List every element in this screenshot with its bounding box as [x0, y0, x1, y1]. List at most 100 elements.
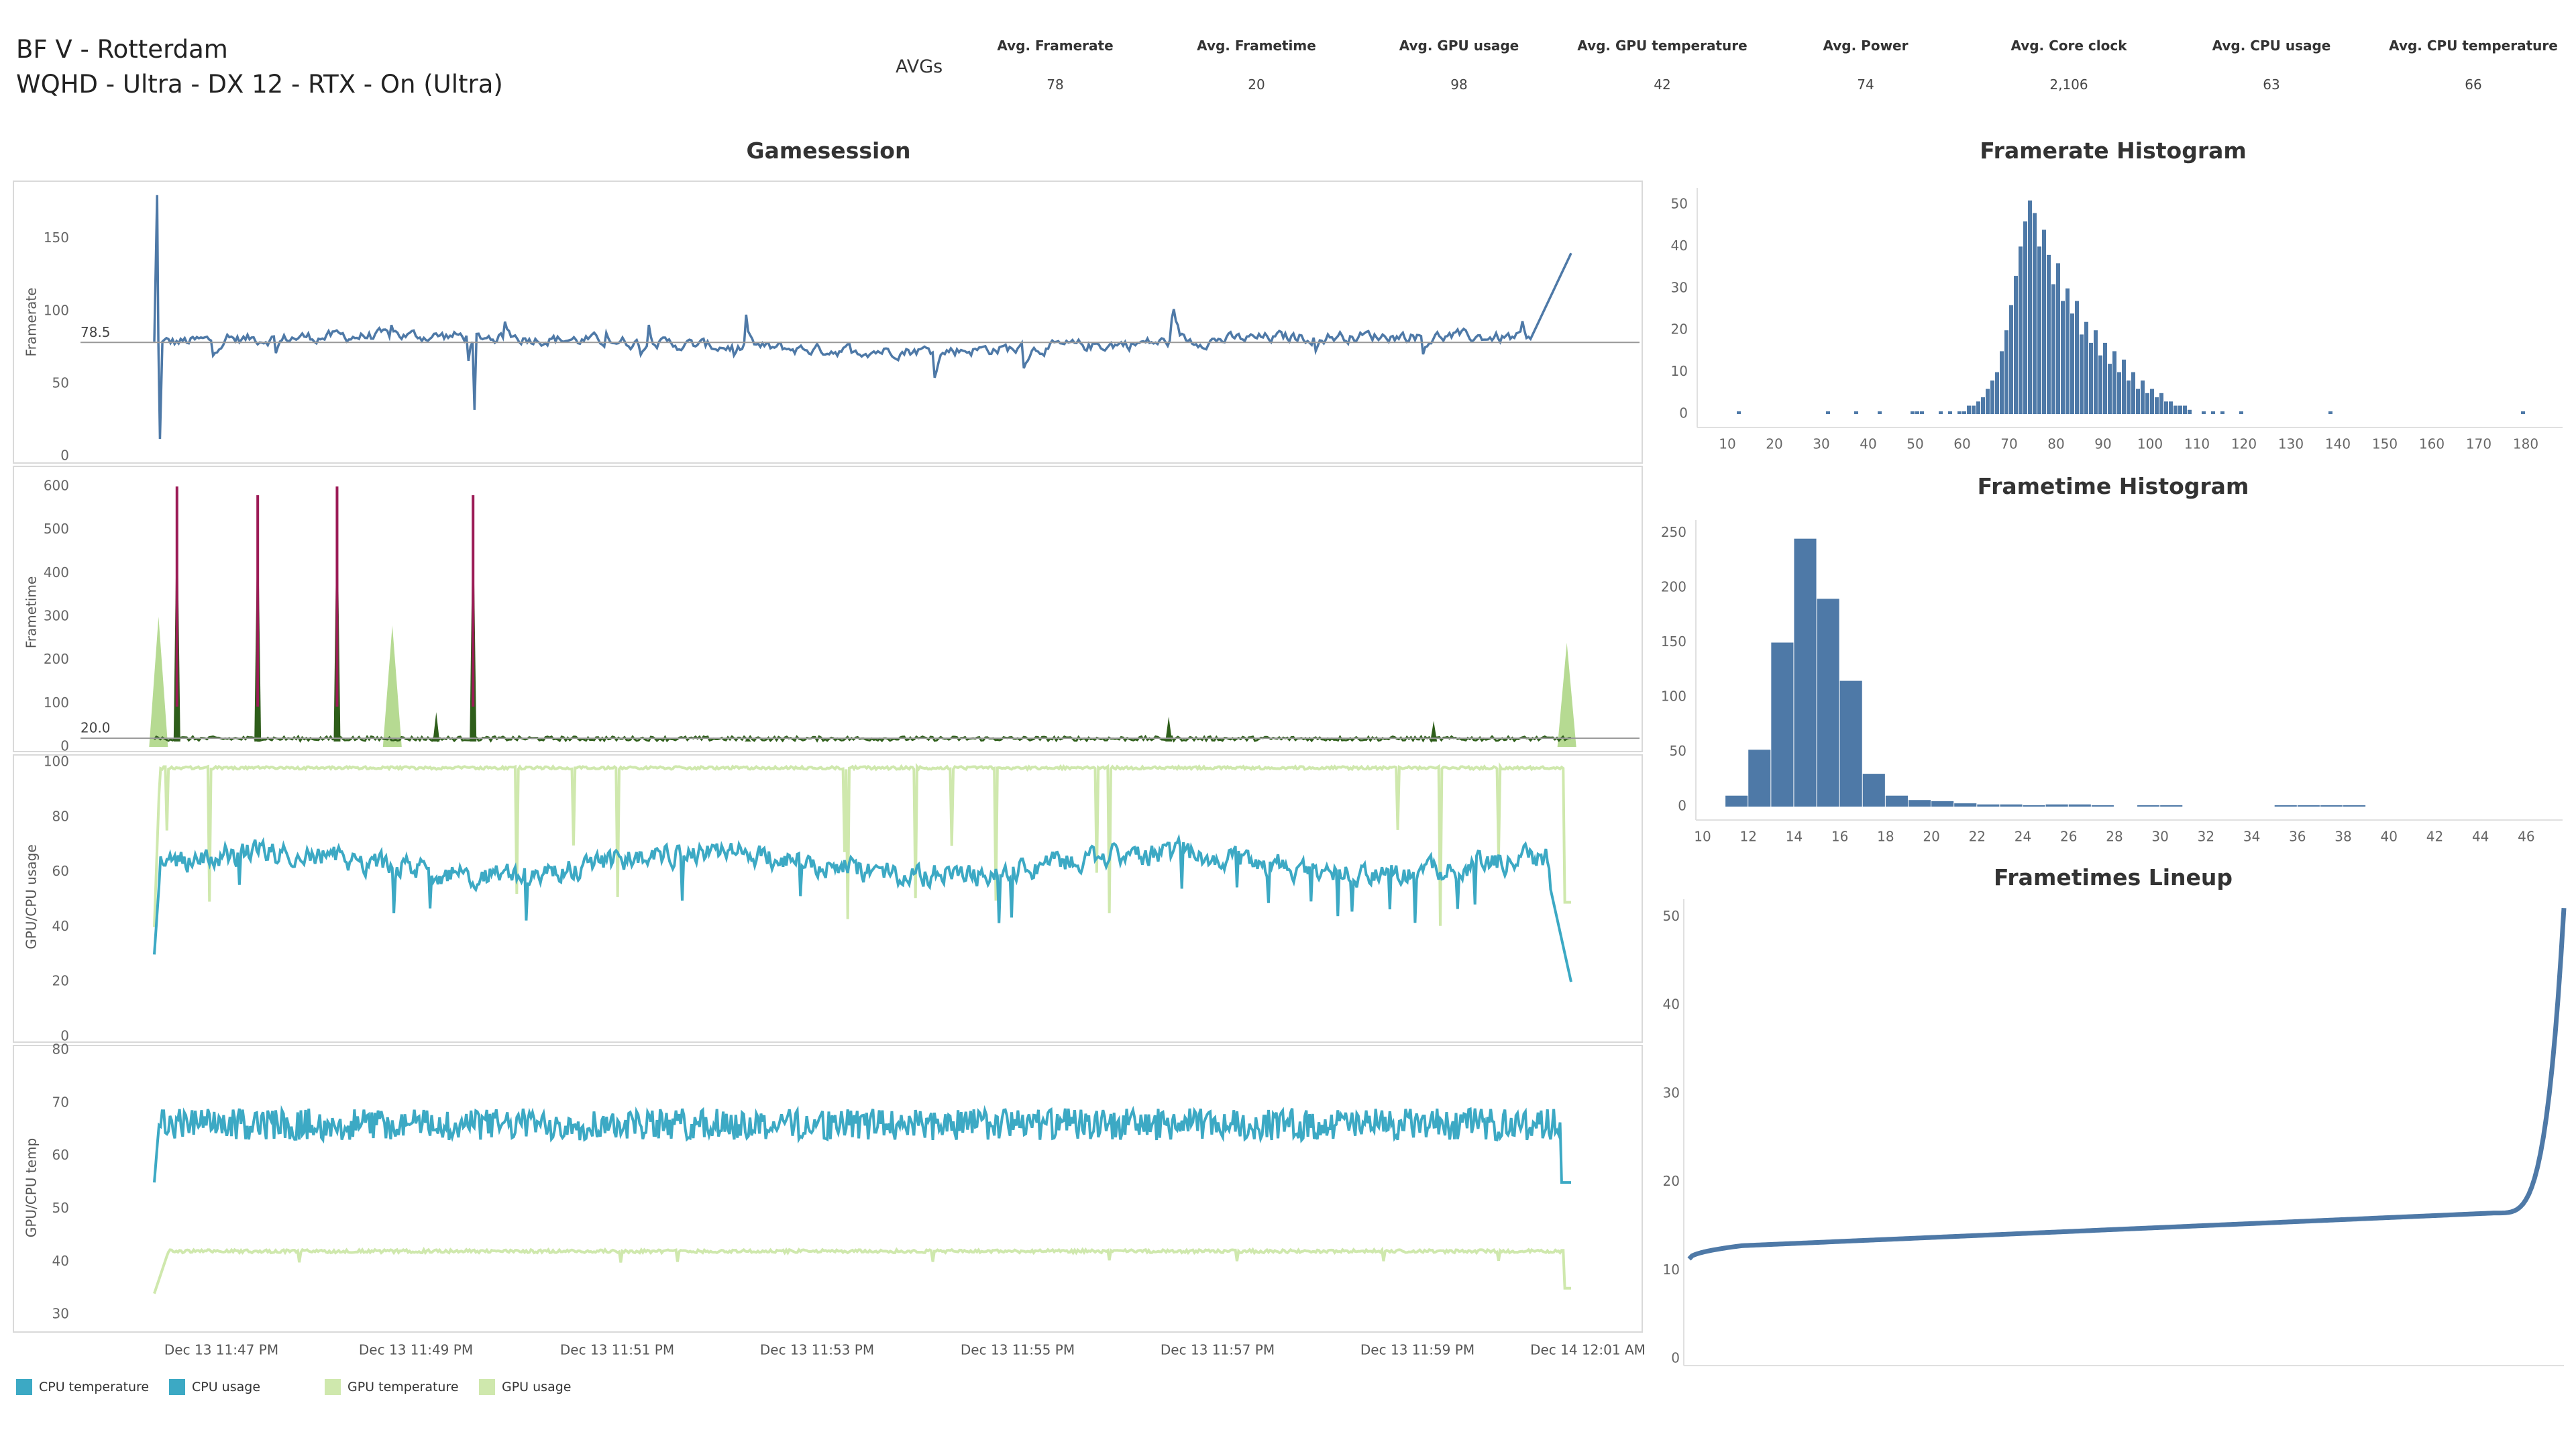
frametime-histogram-title: Frametime Histogram: [1977, 473, 2249, 499]
histogram-bar: [2098, 355, 2102, 414]
histogram-bar: [1972, 405, 1976, 414]
x-tick-label: 42: [2426, 829, 2443, 845]
histogram-bar: [2009, 305, 2013, 414]
histogram-bar: [1862, 774, 1885, 807]
y-tick-label: 0: [60, 1028, 69, 1044]
avg-metric-label: Avg. CPU usage: [2212, 38, 2331, 54]
histogram-bar: [2117, 372, 2121, 414]
y-tick-label: 80: [52, 1041, 69, 1058]
panel-frame-framerate: [13, 181, 1643, 464]
histogram-bar: [1962, 411, 1966, 414]
avg-metric-value: 78: [1046, 76, 1064, 93]
avg-metric-label: Avg. CPU temperature: [2389, 38, 2558, 54]
y-tick-label: 0: [1679, 405, 1688, 421]
histogram-bar: [1995, 372, 1999, 414]
report-title-line1: BF V - Rotterdam: [16, 35, 228, 64]
histogram-bar: [1954, 803, 1977, 807]
histogram-bar: [2174, 405, 2178, 414]
avg-metric-label: Avg. Framerate: [997, 38, 1114, 54]
x-tick-label: 70: [2000, 436, 2017, 452]
avg-metric: Avg. CPU usage 63: [2174, 38, 2369, 93]
histogram-bar: [2131, 372, 2135, 414]
report-title: BF V - Rotterdam WQHD - Ultra - DX 12 - …: [16, 32, 503, 102]
y-tick-label: 150: [1661, 633, 1686, 650]
histogram-bar: [1911, 411, 1915, 414]
legend-label: GPU temperature: [347, 1380, 459, 1394]
x-tick-label: 40: [1860, 436, 1876, 452]
avgs-label: AVGs: [896, 56, 943, 77]
histogram-bar: [1990, 380, 1994, 414]
histogram-bar: [2019, 246, 2023, 414]
histogram-bar: [2169, 401, 2173, 414]
legend-item: CPU usage: [169, 1379, 260, 1395]
histogram-bar: [2070, 313, 2074, 414]
legend-item: GPU usage: [479, 1379, 571, 1395]
panel-frame-usage: [13, 754, 1643, 1043]
histogram-bar: [2056, 263, 2060, 414]
y-tick-label: 200: [1661, 579, 1686, 595]
y-tick-label: 150: [44, 229, 69, 246]
x-tick-label: 160: [2419, 436, 2445, 452]
histogram-bar: [2023, 805, 2045, 807]
x-tick-label: 34: [2243, 829, 2260, 845]
histogram-bar: [2150, 389, 2154, 414]
histogram-bar: [1915, 411, 1919, 414]
x-tick-label: 180: [2513, 436, 2538, 452]
frametime-fill-spike: [382, 625, 402, 747]
histogram-bar: [2328, 411, 2332, 414]
panel-frame-frametime: [13, 466, 1643, 752]
histogram-bar: [2159, 393, 2163, 414]
histogram-bar: [2004, 330, 2008, 414]
y-tick-label: 40: [52, 1253, 69, 1269]
histogram-bar: [1771, 642, 1794, 807]
histogram-bar: [2000, 804, 2023, 807]
histogram-bar: [1957, 411, 1962, 414]
histogram-bar: [2320, 805, 2343, 807]
x-tick-label: 110: [2184, 436, 2210, 452]
x-tick-label: 80: [2047, 436, 2064, 452]
y-tick-label: 20: [1663, 1173, 1680, 1189]
avg-metric-value: 42: [1654, 76, 1671, 93]
x-tick-label: 12: [1739, 829, 1756, 845]
histogram-bar: [2068, 804, 2091, 807]
avg-metric-value: 20: [1248, 76, 1265, 93]
usage-axis-title: GPU/CPU usage: [23, 844, 40, 949]
avg-metric: Avg. Framerate 78: [958, 38, 1152, 93]
x-tick-label: 130: [2278, 436, 2304, 452]
y-tick-label: 0: [1678, 798, 1686, 814]
gpu-usage-line: [153, 762, 1571, 927]
histogram-bar: [2220, 411, 2224, 414]
frametime-minor-spike: [744, 738, 751, 742]
avg-metric: Avg. Frametime 20: [1159, 38, 1354, 93]
x-tick-label: 44: [2472, 829, 2489, 845]
histogram-bar: [2160, 805, 2183, 807]
histogram-bar: [2178, 405, 2182, 414]
y-tick-label: 300: [44, 607, 69, 623]
histogram-bar: [1885, 795, 1908, 807]
histogram-bar: [2000, 351, 2004, 414]
y-tick-label: 60: [52, 1147, 69, 1163]
framerate-axis-title: Framerate: [23, 288, 40, 357]
avg-metric-label: Avg. GPU usage: [1399, 38, 1519, 54]
histogram-bar: [2061, 301, 2065, 414]
histogram-bar: [2145, 393, 2149, 414]
x-tick-label: 24: [2015, 829, 2031, 845]
y-tick-label: 100: [44, 302, 69, 318]
histogram-bar: [1748, 750, 1771, 807]
x-tick-label: Dec 14 12:01 AM: [1530, 1342, 1646, 1358]
y-tick-label: 30: [52, 1306, 69, 1322]
avg-metric: Avg. GPU usage 98: [1362, 38, 1556, 93]
histogram-bar: [2037, 246, 2041, 414]
framerate-line: [153, 195, 1572, 440]
y-tick-label: 40: [1671, 238, 1688, 254]
x-tick-label: 30: [2151, 829, 2168, 845]
avg-metric-label: Avg. Frametime: [1197, 38, 1316, 54]
y-tick-label: 100: [44, 754, 69, 770]
histogram-bar: [2091, 805, 2114, 807]
y-tick-label: 40: [52, 918, 69, 934]
x-tick-label: Dec 13 11:47 PM: [164, 1342, 278, 1358]
avg-metric: Avg. Power 74: [1768, 38, 1963, 93]
y-tick-label: 250: [1661, 524, 1686, 540]
histogram-bar: [1817, 599, 1839, 807]
